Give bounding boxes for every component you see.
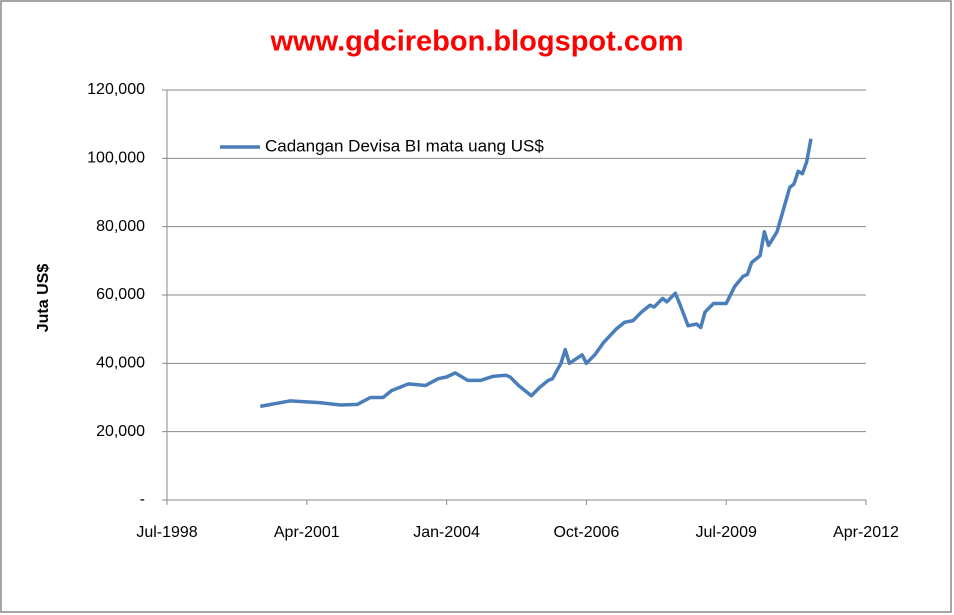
y-tick-label: 20,000 bbox=[96, 423, 145, 440]
legend-label: Cadangan Devisa BI mata uang US$ bbox=[265, 136, 544, 155]
data-line bbox=[259, 138, 813, 409]
x-tick-label: Jan-2004 bbox=[413, 524, 480, 541]
y-tick-label: 80,000 bbox=[96, 218, 145, 235]
x-tick-label: Apr-2012 bbox=[833, 524, 899, 541]
x-tick-label: Apr-2001 bbox=[274, 524, 340, 541]
y-tick-label: 40,000 bbox=[96, 355, 145, 372]
x-tick-label: Jul-2009 bbox=[696, 524, 757, 541]
y-tick-label: - bbox=[140, 491, 145, 508]
y-tick-label: 60,000 bbox=[96, 286, 145, 303]
x-tick-label: Oct-2006 bbox=[553, 524, 619, 541]
y-tick-label: 120,000 bbox=[87, 81, 145, 98]
x-tick-label: Jul-1998 bbox=[136, 524, 197, 541]
chart-title: www.gdcirebon.blogspot.com bbox=[270, 26, 684, 58]
y-tick-label: 100,000 bbox=[87, 150, 145, 167]
y-axis-label: Juta US$ bbox=[35, 264, 52, 333]
